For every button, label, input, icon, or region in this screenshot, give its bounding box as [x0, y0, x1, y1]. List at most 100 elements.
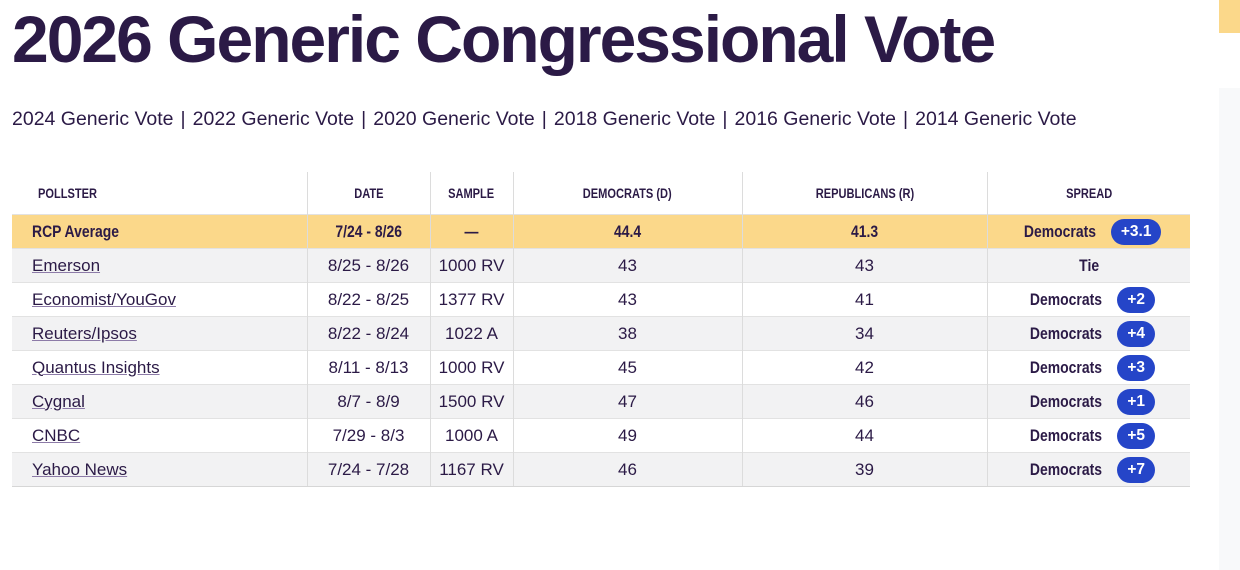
col-header-democrats: DEMOCRATS (D) [512, 172, 742, 215]
col-header-date: DATE [306, 172, 430, 215]
poll-rows: RCP Average 7/24 - 8/26 — 44.4 41.3 Demo… [12, 214, 1190, 487]
date-cell: 8/22 - 8/25 [306, 282, 430, 317]
spread-leader-label: Democrats [1030, 459, 1103, 479]
poll-table: POLLSTER DATE SAMPLE DEMOCRATS (D) REPUB… [12, 172, 1190, 487]
nav-link-2022[interactable]: 2022 Generic Vote [192, 108, 355, 130]
corner-yellow-decoration [1219, 0, 1240, 33]
date-cell: 7/29 - 8/3 [306, 418, 430, 453]
table-row: Cygnal 8/7 - 8/9 1500 RV 47 46 Democrats… [12, 384, 1190, 419]
spread-cell: Democrats +1 [986, 384, 1190, 419]
col-header-pollster: POLLSTER [12, 172, 307, 215]
pollster-link[interactable]: CNBC [32, 425, 81, 445]
spread-badge: +3 [1117, 354, 1156, 381]
average-republicans-value: 41.3 [741, 214, 987, 249]
spread-leader-label: Democrats [1030, 323, 1103, 343]
date-cell: 8/11 - 8/13 [306, 350, 430, 385]
average-sample: — [429, 214, 513, 249]
pollster-cell: CNBC [12, 418, 307, 453]
right-side-strip [1219, 88, 1240, 570]
sample-cell: 1167 RV [429, 452, 513, 487]
pollster-link[interactable]: Cygnal [32, 391, 85, 411]
republicans-value-cell: 44 [741, 418, 987, 453]
sample-cell: 1500 RV [429, 384, 513, 419]
spread-badge: +7 [1117, 456, 1156, 483]
rcp-average-row: RCP Average 7/24 - 8/26 — 44.4 41.3 Demo… [12, 214, 1190, 249]
table-header-row: POLLSTER DATE SAMPLE DEMOCRATS (D) REPUB… [12, 172, 1190, 215]
democrats-value-cell: 49 [512, 418, 742, 453]
table-row: Quantus Insights 8/11 - 8/13 1000 RV 45 … [12, 350, 1190, 385]
spread-leader-label: Democrats [1030, 357, 1103, 377]
spread-leader-label: Tie [1078, 255, 1099, 275]
nav-link-2014[interactable]: 2014 Generic Vote [915, 108, 1077, 130]
pollster-link[interactable]: Economist/YouGov [32, 289, 176, 309]
spread-badge: +5 [1117, 422, 1156, 449]
republicans-value-cell: 34 [741, 316, 987, 351]
democrats-value-cell: 46 [512, 452, 742, 487]
republicans-value-cell: 41 [741, 282, 987, 317]
average-spread: Democrats +3.1 [986, 214, 1190, 249]
col-header-spread: SPREAD [986, 172, 1190, 215]
nav-link-2018[interactable]: 2018 Generic Vote [553, 108, 716, 130]
average-pollster: RCP Average [12, 214, 307, 249]
page-title: 2026 Generic Congressional Vote [12, 2, 996, 76]
nav-link-2024[interactable]: 2024 Generic Vote [12, 108, 174, 130]
pollster-link[interactable]: Quantus Insights [32, 357, 160, 377]
pollster-cell: Yahoo News [12, 452, 307, 487]
main-content: 2026 Generic Congressional Vote 2024 Gen… [12, 2, 1240, 487]
spread-leader-label: Democrats [1030, 289, 1103, 309]
date-cell: 8/22 - 8/24 [306, 316, 430, 351]
spread-badge: +3.1 [1110, 218, 1162, 245]
republicans-value-cell: 46 [741, 384, 987, 419]
nav-link-2016[interactable]: 2016 Generic Vote [734, 108, 897, 130]
democrats-value-cell: 47 [512, 384, 742, 419]
sample-cell: 1000 A [429, 418, 513, 453]
nav-separator: | [180, 108, 186, 130]
spread-cell: Democrats +7 [986, 452, 1190, 487]
republicans-value-cell: 42 [741, 350, 987, 385]
pollster-link[interactable]: Emerson [32, 255, 101, 275]
spread-badge: +4 [1117, 320, 1156, 347]
nav-separator: | [361, 108, 367, 130]
pollster-cell: Economist/YouGov [12, 282, 307, 317]
spread-cell: Tie [986, 248, 1190, 283]
spread-cell: Democrats +4 [986, 316, 1190, 351]
democrats-value-cell: 43 [512, 248, 742, 283]
sample-cell: 1377 RV [429, 282, 513, 317]
table-row: Economist/YouGov 8/22 - 8/25 1377 RV 43 … [12, 282, 1190, 317]
democrats-value-cell: 45 [512, 350, 742, 385]
nav-link-2020[interactable]: 2020 Generic Vote [373, 108, 535, 130]
table-row: Yahoo News 7/24 - 7/28 1167 RV 46 39 Dem… [12, 452, 1190, 487]
spread-leader-label: Democrats [1023, 221, 1096, 241]
democrats-value-cell: 43 [512, 282, 742, 317]
spread-leader-label: Democrats [1030, 391, 1103, 411]
pollster-link[interactable]: Reuters/Ipsos [32, 323, 137, 343]
nav-separator: | [903, 108, 909, 130]
republicans-value-cell: 43 [741, 248, 987, 283]
pollster-link[interactable]: Yahoo News [32, 459, 128, 479]
year-nav: 2024 Generic Vote | 2022 Generic Vote | 2020… [12, 108, 1240, 130]
nav-separator: | [541, 108, 547, 130]
spread-cell: Democrats +3 [986, 350, 1190, 385]
republicans-value-cell: 39 [741, 452, 987, 487]
average-date: 7/24 - 8/26 [306, 214, 430, 249]
date-cell: 8/25 - 8/26 [306, 248, 430, 283]
col-header-republicans: REPUBLICANS (R) [741, 172, 987, 215]
sample-cell: 1000 RV [429, 350, 513, 385]
sample-cell: 1000 RV [429, 248, 513, 283]
spread-cell: Democrats +2 [986, 282, 1190, 317]
sample-cell: 1022 A [429, 316, 513, 351]
pollster-cell: Emerson [12, 248, 307, 283]
date-cell: 8/7 - 8/9 [306, 384, 430, 419]
democrats-value-cell: 38 [512, 316, 742, 351]
col-header-sample: SAMPLE [429, 172, 513, 215]
date-cell: 7/24 - 7/28 [306, 452, 430, 487]
spread-badge: +1 [1117, 388, 1156, 415]
table-row: CNBC 7/29 - 8/3 1000 A 49 44 Democrats +5 [12, 418, 1190, 453]
average-democrats-value: 44.4 [512, 214, 742, 249]
pollster-cell: Quantus Insights [12, 350, 307, 385]
pollster-cell: Cygnal [12, 384, 307, 419]
spread-cell: Democrats +5 [986, 418, 1190, 453]
pollster-cell: Reuters/Ipsos [12, 316, 307, 351]
table-row: Reuters/Ipsos 8/22 - 8/24 1022 A 38 34 D… [12, 316, 1190, 351]
